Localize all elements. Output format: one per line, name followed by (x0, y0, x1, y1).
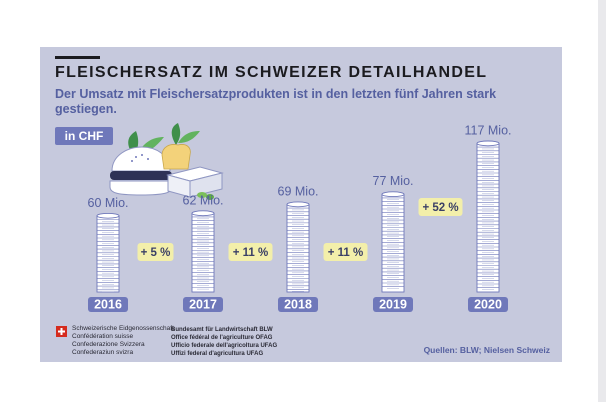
growth-badge-bg (323, 243, 368, 261)
value-label: 62 Mio. (183, 193, 224, 207)
growth-badge-bg (418, 198, 463, 216)
confed-line: Confederaziun svizra (72, 349, 134, 356)
office-line: Ufficio federale dell'agricoltura UFAG (171, 343, 278, 349)
coin-stack-2019 (381, 191, 405, 293)
coin-stack-2017 (191, 210, 215, 293)
year-badge: 2018 (278, 297, 318, 312)
growth-label: + 5 % (141, 247, 171, 259)
office-line: Office fédéral de l'agriculture OFAG (171, 335, 273, 341)
growth-badge-bg (137, 243, 174, 261)
year-badge: 2020 (468, 297, 508, 312)
source-note: Quellen: BLW; Nielsen Schweiz (423, 345, 550, 355)
chart-subtitle: Der Umsatz mit Fleischersatzprodukten is… (55, 87, 497, 116)
coin-stack-chart: 2016 2017 2018 2019 2020 + 5 % + 11 % + 11 %+ … (88, 123, 512, 312)
growth-badge: + 52 % (418, 198, 463, 216)
year-badge-bg (88, 297, 128, 312)
growth-badge: + 11 % (323, 243, 368, 261)
growth-badges: + 5 % + 11 % + 11 % + 52 % (137, 198, 463, 261)
growth-badge: + 11 % (228, 243, 273, 261)
confed-line: Schweizerische Eidgenossenschaft (72, 325, 174, 332)
year-badges: 2016 2017 2018 2019 2020 (88, 297, 508, 312)
swiss-flag-icon (56, 326, 67, 337)
confed-line: Confederazione Svizzera (72, 341, 145, 348)
year-badge-bg (373, 297, 413, 312)
coin-stack-2018 (286, 201, 310, 293)
coin-stack-2020 (476, 140, 500, 293)
unit-badge: in CHF (55, 127, 113, 145)
coin-stack-2016 (96, 212, 120, 293)
chart-title: FLEISCHERSATZ IM SCHWEIZER DETAILHANDEL (55, 64, 488, 81)
year-label: 2017 (189, 298, 217, 312)
year-badge-bg (278, 297, 318, 312)
confederation-names: Schweizerische Eidgenossenschaft Confédé… (72, 325, 174, 357)
growth-label: + 52 % (422, 202, 458, 214)
year-label: 2016 (94, 298, 122, 312)
year-label: 2020 (474, 298, 502, 312)
infographic-panel: FLEISCHERSATZ IM SCHWEIZER DETAILHANDEL … (40, 47, 562, 362)
year-badge: 2017 (183, 297, 223, 312)
coin-stacks (96, 140, 500, 293)
meat-substitute-illustration (109, 123, 224, 200)
year-label: 2019 (379, 298, 407, 312)
page-edge (598, 0, 606, 402)
growth-badge-bg (228, 243, 273, 261)
confed-line: Confédération suisse (72, 333, 134, 340)
value-label: 69 Mio. (278, 184, 319, 198)
office-line: Bundesamt für Landwirtschaft BLW (171, 327, 273, 333)
year-badge-bg (468, 297, 508, 312)
year-label: 2018 (284, 298, 312, 312)
value-label: 77 Mio. (373, 174, 414, 188)
title-rule (55, 56, 100, 59)
growth-badge: + 5 % (137, 243, 174, 261)
year-badge-bg (183, 297, 223, 312)
value-label: 117 Mio. (464, 123, 511, 137)
year-badge: 2019 (373, 297, 413, 312)
office-line: Uffizi federal d'agricultura UFAG (171, 351, 264, 357)
office-names: Bundesamt für Landwirtschaft BLW Office … (171, 326, 277, 358)
value-label: 60 Mio. (88, 196, 129, 210)
value-labels: 60 Mio. 62 Mio. 69 Mio. 77 Mio. 117 Mio. (88, 123, 512, 209)
growth-label: + 11 % (233, 247, 269, 259)
growth-label: + 11 % (328, 247, 364, 259)
year-badge: 2016 (88, 297, 128, 312)
